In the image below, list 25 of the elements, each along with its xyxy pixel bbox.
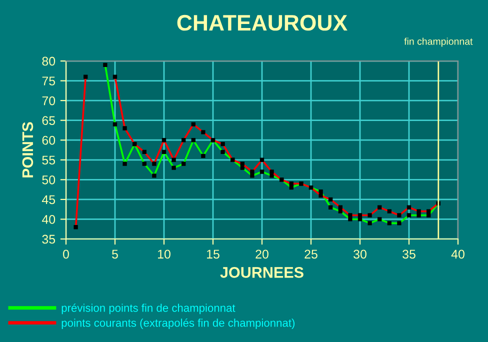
y-tick-label: 50: [42, 175, 56, 184]
y-axis-title: POINTS: [22, 122, 34, 178]
y-tick-label: 55: [42, 156, 56, 165]
legend-label: prévision points fin de championnat: [62, 304, 236, 314]
x-tick-label: 5: [112, 250, 118, 259]
y-tick-label: 35: [42, 234, 56, 244]
y-tick-label: 80: [42, 56, 56, 66]
y-tick-label: 40: [42, 215, 56, 224]
x-tick-label: 20: [256, 250, 268, 259]
legend-label: points courants (extrapolés fin de championnat): [62, 318, 295, 329]
y-tick-label: 65: [42, 116, 56, 125]
x-axis-title: JOURNEES: [220, 267, 304, 278]
x-tick-label: 40: [451, 250, 464, 259]
y-tick-label: 75: [42, 76, 56, 86]
y-tick-label: 45: [42, 195, 56, 204]
x-tick-label: 35: [402, 250, 416, 259]
y-tick-label: 70: [42, 96, 56, 106]
x-tick-label: 30: [354, 250, 366, 259]
x-tick-label: 25: [304, 250, 318, 259]
x-tick-label: 10: [158, 250, 170, 259]
x-tick-label: 0: [63, 250, 69, 259]
y-tick-label: 60: [42, 136, 56, 145]
x-tick-label: 15: [207, 250, 220, 259]
chart-title: CHATEAUROUX: [177, 14, 348, 31]
ref-line-label: fin championnat: [404, 38, 473, 47]
